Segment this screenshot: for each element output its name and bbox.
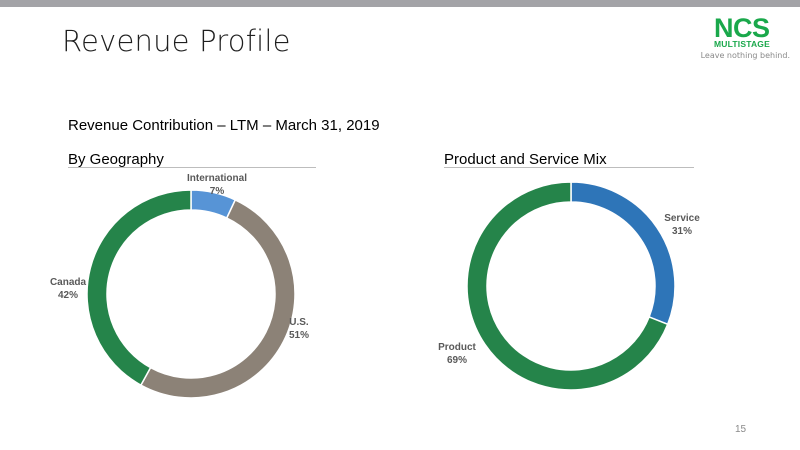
company-logo: NCS MULTISTAGE Leave nothing behind. bbox=[700, 14, 792, 64]
geography-chart-title: By Geography bbox=[68, 151, 164, 168]
donut-slice-u-s- bbox=[139, 198, 296, 399]
donut-slice-product bbox=[466, 181, 669, 391]
top-accent-bar bbox=[0, 0, 800, 7]
slice-label-canada: Canada 42% bbox=[50, 277, 87, 301]
page-number: 15 bbox=[735, 424, 747, 435]
mix-chart-title: Product and Service Mix bbox=[444, 151, 607, 168]
donut-slice-service bbox=[570, 181, 676, 326]
slide-subtitle: Revenue Contribution – LTM – March 31, 2… bbox=[68, 117, 380, 134]
slice-label-product: Product 69% bbox=[438, 342, 476, 366]
slice-label-service: Service 31% bbox=[664, 213, 700, 237]
donut-slice-canada bbox=[86, 189, 192, 387]
slice-label-international: International 7% bbox=[187, 173, 247, 197]
slice-label-u-s-: U.S. 51% bbox=[289, 317, 309, 341]
geography-title-rule bbox=[68, 167, 316, 168]
logo-subtext: MULTISTAGE bbox=[714, 39, 770, 49]
logo-tagline: Leave nothing behind. bbox=[700, 51, 790, 60]
slide-title: Revenue Profile bbox=[62, 24, 291, 58]
logo-wordmark: NCS bbox=[714, 13, 770, 43]
mix-title-rule bbox=[444, 167, 694, 168]
